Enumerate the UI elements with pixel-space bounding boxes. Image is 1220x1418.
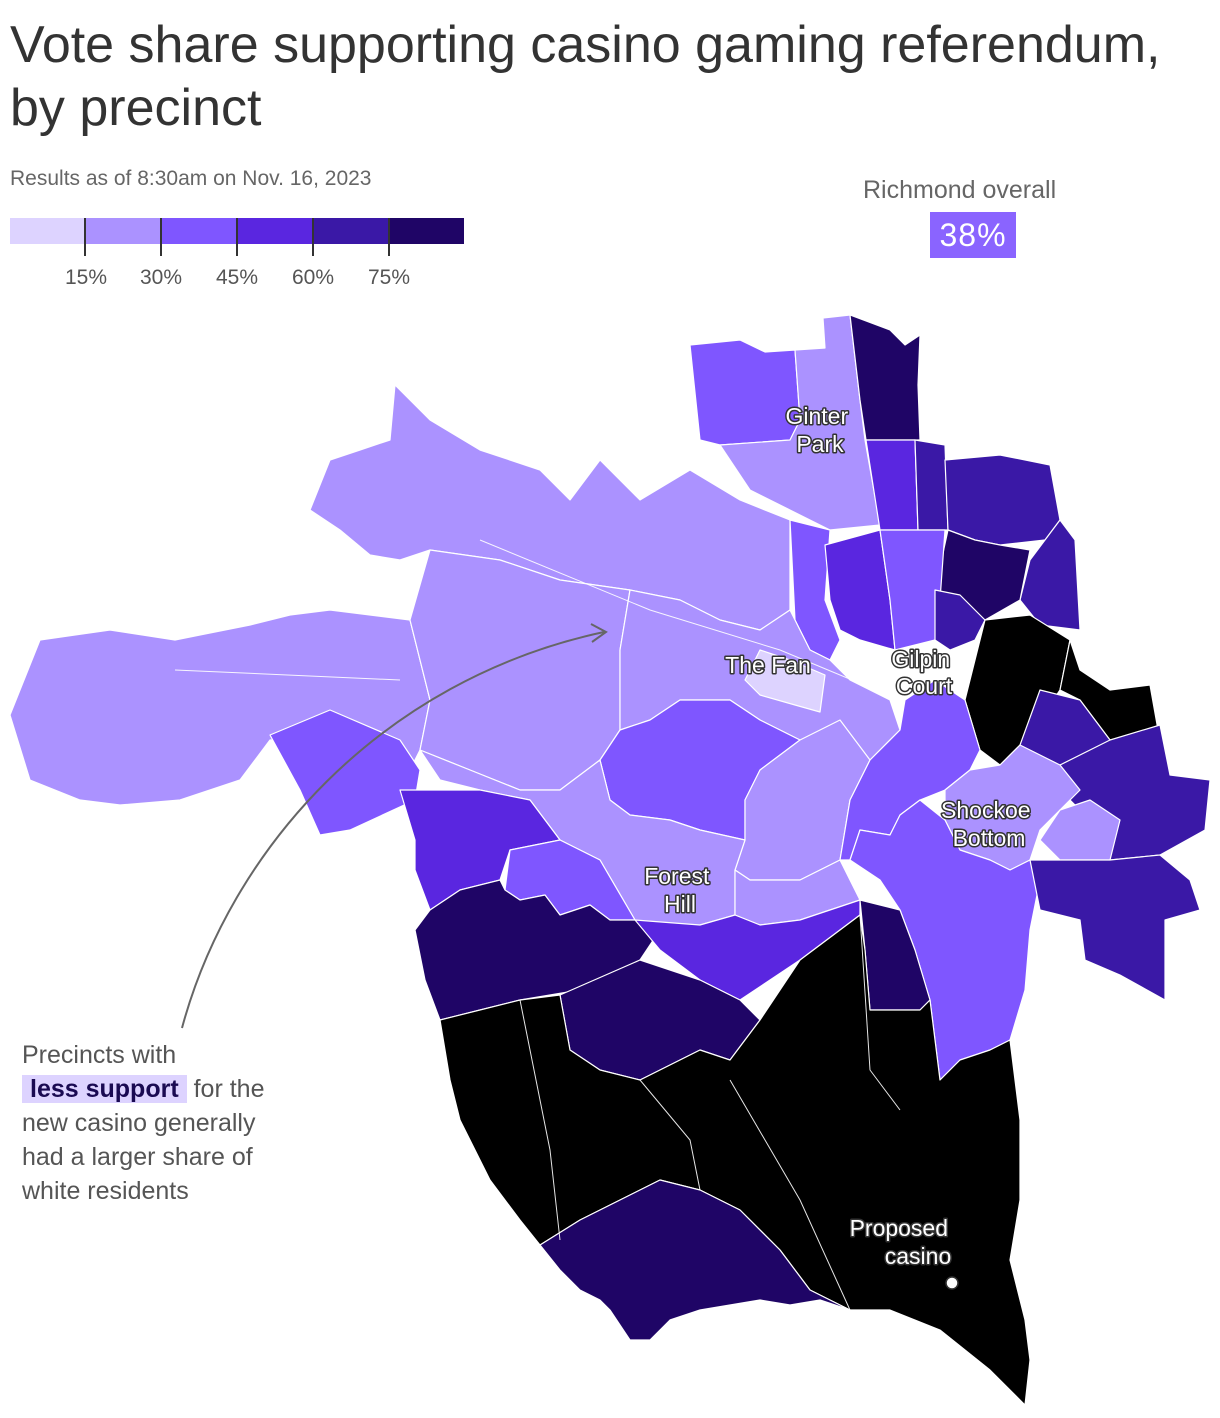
annotation-line-2-rest: for the	[186, 1075, 265, 1103]
label-line: Forest	[644, 863, 710, 889]
road-line	[519, 999, 561, 1241]
annotation-line-5: white residents	[22, 1177, 189, 1205]
legend-swatch-0-15	[10, 218, 86, 244]
precinct	[1019, 519, 1081, 631]
chart-title: Vote share supporting casino gaming refe…	[10, 16, 1161, 137]
chart-subtitle: Results as of 8:30am on Nov. 16, 2023	[10, 167, 372, 190]
label-line: Park	[796, 431, 844, 457]
legend-label-15: 15%	[64, 266, 108, 289]
precinct	[539, 1179, 851, 1341]
legend-label-45: 45%	[215, 266, 259, 289]
road-line	[639, 1079, 701, 1191]
precinct	[934, 589, 986, 651]
legend-tick	[236, 218, 238, 256]
label-ginter-park: Ginter Park	[785, 403, 854, 457]
precinct-shapes	[9, 314, 1211, 1406]
annotation-line-1: Precincts with	[22, 1041, 177, 1069]
label-line: Shockoe	[941, 797, 1031, 823]
label-shockoe-bottom: Shockoe Bottom	[941, 797, 1037, 851]
precinct	[719, 314, 881, 531]
precinct	[744, 649, 826, 713]
label-the-fan: The Fan	[725, 652, 811, 678]
annotation-arrow	[181, 631, 605, 1029]
legend-tick	[160, 218, 162, 256]
overall-value-badge: 38%	[930, 212, 1016, 258]
legend-swatch-15-30	[85, 218, 162, 244]
color-legend	[10, 218, 465, 244]
label-line: casino	[885, 1243, 951, 1269]
legend-label-30: 30%	[139, 266, 183, 289]
label-line: Bottom	[953, 825, 1026, 851]
precinct	[689, 339, 801, 446]
precinct	[849, 314, 921, 441]
precinct	[409, 549, 631, 791]
legend-swatch-60-75	[312, 218, 389, 244]
label-gilpin-court: Gilpin Court	[891, 646, 956, 699]
road-line	[729, 1079, 851, 1311]
annotation-line-3: new casino generally	[22, 1109, 256, 1137]
annotation-line-4: had a larger share of	[22, 1143, 253, 1171]
label-forest-hill: Forest Hill	[644, 863, 716, 917]
boundary-lines	[174, 539, 901, 1311]
precinct	[914, 439, 949, 531]
label-proposed-casino: Proposed casino	[850, 1215, 955, 1269]
label-line: Hill	[664, 891, 696, 917]
annotation-text: Precincts with less support for the new …	[22, 1038, 322, 1208]
legend-swatch-75-100	[388, 218, 465, 244]
place-labels: Ginter Park The Fan Gilpin Court Shockoe…	[643, 402, 1037, 1271]
precinct	[944, 454, 1061, 546]
legend-label-75: 75%	[367, 266, 411, 289]
casino-site-marker	[945, 1276, 959, 1290]
legend-swatch-30-45	[161, 218, 238, 244]
label-line: Proposed	[850, 1215, 948, 1241]
legend-tick	[312, 218, 314, 256]
label-line: Gilpin	[891, 646, 950, 672]
label-line: Ginter	[785, 403, 848, 429]
overall-label: Richmond overall	[863, 176, 1057, 204]
annotation-line-2: less support for the	[22, 1072, 322, 1106]
label-line: Court	[896, 673, 953, 699]
annotation-highlight: less support	[22, 1075, 187, 1103]
label-line: The Fan	[725, 652, 811, 678]
legend-label-60: 60%	[291, 266, 335, 289]
road-line	[174, 669, 401, 681]
annotation-arrowhead	[590, 623, 608, 643]
legend-tick	[84, 218, 86, 256]
road-line	[479, 539, 901, 701]
precinct	[1029, 854, 1201, 1001]
road-line	[859, 914, 901, 1111]
legend-swatch-45-60	[237, 218, 313, 244]
legend-tick	[388, 218, 390, 256]
